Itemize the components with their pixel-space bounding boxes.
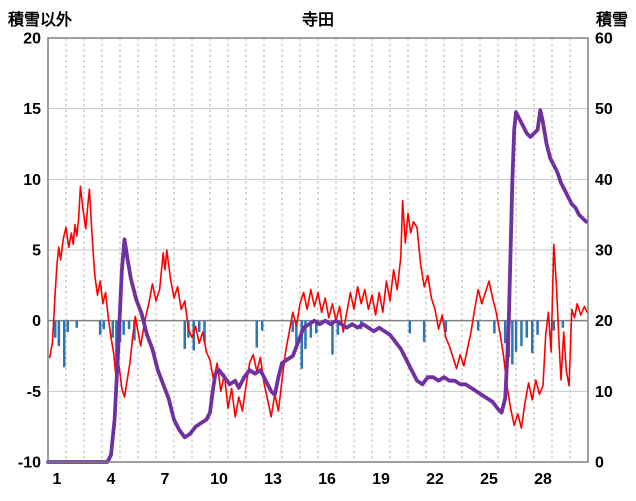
x-axis-tick-label: 13	[264, 471, 282, 488]
x-axis-tick-label: 28	[534, 471, 552, 488]
left-axis-tick-label: 10	[23, 172, 41, 189]
precipitation-bar	[260, 320, 264, 331]
precipitation-bar	[192, 320, 195, 351]
precipitation-bar	[309, 320, 313, 338]
x-axis-tick-labels: 1 4 7 10 13 16 19 22 25 28	[53, 471, 552, 488]
x-axis-tick-label: 22	[426, 471, 444, 488]
precipitation-bar	[295, 320, 298, 344]
precipitation-bar	[133, 320, 136, 341]
precipitation-bar	[514, 320, 518, 352]
left-axis-tick-label: -5	[27, 384, 41, 401]
precipitation-bar	[552, 320, 556, 331]
precipitation-bar	[531, 320, 534, 354]
precipitation-bar	[520, 320, 523, 347]
left-axis-title: 積雪以外	[8, 12, 73, 29]
x-axis-tick-label: 25	[480, 471, 498, 488]
precipitation-bar	[304, 320, 307, 349]
precipitation-bar	[115, 320, 118, 369]
precipitation-bar	[111, 320, 114, 338]
snow-depth-line	[46, 108, 589, 464]
precipitation-bar	[536, 320, 539, 335]
right-axis-tick-label: 30	[595, 243, 613, 260]
precipitation-bar	[525, 320, 528, 338]
right-axis-tick-label: 20	[595, 313, 613, 330]
right-axis-tick-labels: 60 50 40 30 20 10 0	[595, 31, 613, 472]
precipitation-bar	[511, 320, 514, 365]
plot-border	[47, 37, 589, 463]
precipitation-bar	[183, 320, 186, 349]
precipitation-bar	[331, 320, 334, 355]
left-axis-tick-labels: 20 15 10 5 0 -5 -10	[18, 31, 41, 472]
precipitation-bar	[75, 320, 78, 328]
precipitation-bar	[315, 320, 318, 334]
precipitation-bar	[54, 320, 57, 338]
precipitation-bar	[300, 320, 303, 369]
precipitation-bar	[408, 320, 412, 334]
precipitation-bar	[255, 320, 258, 348]
x-axis-tick-label: 19	[372, 471, 390, 488]
precipitation-bar	[122, 320, 125, 335]
x-axis-tick-label: 1	[53, 471, 62, 488]
precipitation-bar	[102, 320, 105, 330]
precipitation-bar	[66, 320, 69, 332]
x-axis-tick-label: 16	[318, 471, 336, 488]
precipitation-bar	[127, 320, 131, 330]
precipitation-bar	[291, 320, 294, 332]
precipitation-bar	[493, 320, 496, 334]
right-axis-tick-label: 0	[595, 455, 604, 472]
precipitation-bar	[63, 320, 66, 368]
chart-title: 寺田	[301, 12, 334, 29]
right-axis-tick-label: 50	[595, 101, 613, 118]
x-axis-tick-label: 4	[107, 471, 116, 488]
precipitation-bar	[444, 320, 448, 332]
right-axis-tick-label: 60	[595, 31, 613, 48]
left-axis-tick-label: 5	[32, 243, 41, 260]
precipitation-bar	[422, 320, 426, 342]
right-axis-title: 積雪	[595, 12, 628, 29]
x-axis-tick-label: 10	[210, 471, 228, 488]
precipitation-bar	[503, 320, 507, 344]
left-axis-tick-label: 0	[32, 313, 41, 330]
left-axis-tick-label: 15	[23, 101, 41, 118]
precipitation-bar	[198, 320, 201, 332]
precipitation-bar	[57, 320, 61, 347]
x-axis-tick-label: 7	[161, 471, 170, 488]
precipitation-bar	[98, 320, 102, 335]
precipitation-bar	[561, 320, 565, 328]
precipitation-bar	[476, 320, 480, 331]
left-axis-tick-label: -10	[18, 455, 41, 472]
right-axis-tick-label: 40	[595, 172, 613, 189]
right-axis-tick-label: 10	[595, 384, 613, 401]
left-axis-tick-label: 20	[23, 31, 41, 48]
precipitation-bar	[203, 320, 206, 342]
precipitation-bar	[336, 320, 340, 335]
